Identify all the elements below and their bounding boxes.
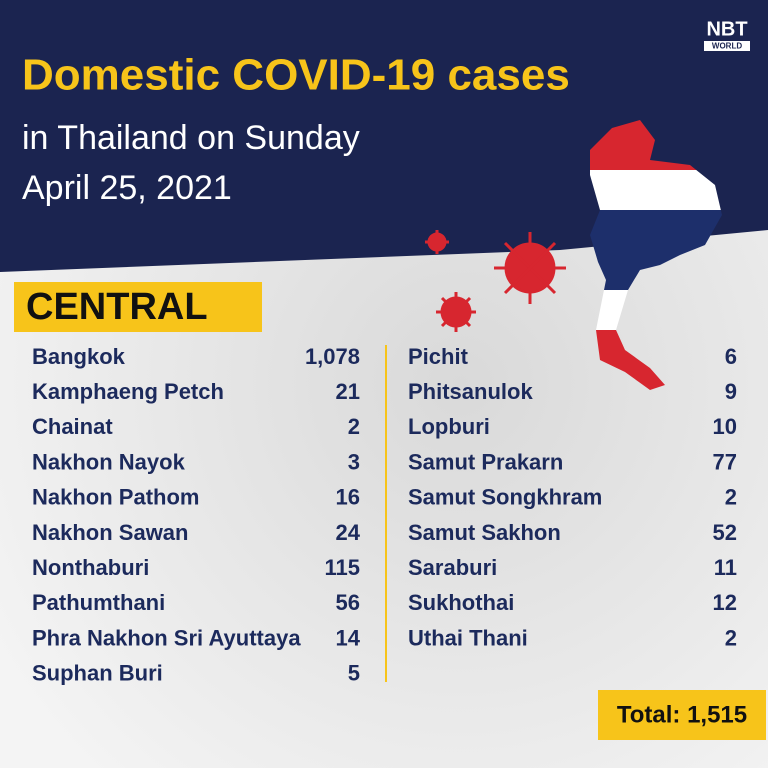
- case-count: 21: [336, 379, 360, 404]
- case-count: 16: [336, 485, 360, 510]
- province-name: Samut Sakhon: [408, 520, 561, 545]
- case-count: 11: [714, 555, 737, 580]
- header-band: [0, 0, 768, 272]
- subtitle: in Thailand on Sunday: [22, 119, 360, 157]
- province-name: Bangkok: [32, 344, 126, 369]
- section-title: CENTRAL: [26, 286, 208, 328]
- case-count: 9: [725, 379, 737, 404]
- province-name: Pichit: [408, 344, 469, 369]
- province-name: Phra Nakhon Sri Ayuttaya: [32, 625, 301, 650]
- province-name: Nonthaburi: [32, 555, 149, 580]
- province-name: Samut Prakarn: [408, 449, 563, 474]
- province-name: Phitsanulok: [408, 379, 533, 404]
- subtitle: April 25, 2021: [22, 169, 232, 207]
- logo-sub: WORLD: [712, 42, 742, 51]
- title: Domestic COVID-19 cases: [22, 51, 570, 100]
- province-name: Samut Songkhram: [408, 485, 602, 510]
- case-count: 52: [713, 520, 737, 545]
- province-name: Sukhothai: [408, 590, 514, 615]
- case-count: 115: [325, 555, 361, 580]
- province-name: Chainat: [32, 414, 113, 439]
- case-count: 77: [713, 449, 737, 474]
- table: Bangkok 1,078 Kamphaeng Petch 21 Chainat 2 Nak…: [32, 344, 737, 686]
- case-count: 6: [725, 344, 737, 369]
- logo: NBT: [706, 18, 747, 40]
- province-name: Suphan Buri: [32, 661, 163, 686]
- case-count: 24: [336, 520, 361, 545]
- province-name: Nakhon Sawan: [32, 520, 188, 545]
- virus-icons: [425, 230, 566, 332]
- case-count: 12: [713, 590, 737, 615]
- province-name: Nakhon Nayok: [32, 449, 186, 474]
- province-name: Saraburi: [408, 555, 497, 580]
- section-box: [14, 282, 262, 332]
- province-name: Nakhon Pathom: [32, 485, 199, 510]
- province-name: Uthai Thani: [408, 625, 528, 650]
- case-count: 2: [725, 485, 737, 510]
- case-count: 2: [348, 414, 360, 439]
- logo-bar: [704, 41, 750, 51]
- province-name: Lopburi: [408, 414, 490, 439]
- total: Total: 1,515: [617, 701, 747, 728]
- case-count: 5: [348, 661, 360, 686]
- case-count: 14: [336, 625, 361, 650]
- case-count: 56: [336, 590, 360, 615]
- total-box: [598, 690, 766, 740]
- province-name: Pathumthani: [32, 590, 165, 615]
- case-count: 2: [725, 625, 737, 650]
- case-count: 10: [713, 414, 737, 439]
- case-count: 1,078: [305, 344, 360, 369]
- case-count: 3: [348, 449, 360, 474]
- province-name: Kamphaeng Petch: [32, 379, 224, 404]
